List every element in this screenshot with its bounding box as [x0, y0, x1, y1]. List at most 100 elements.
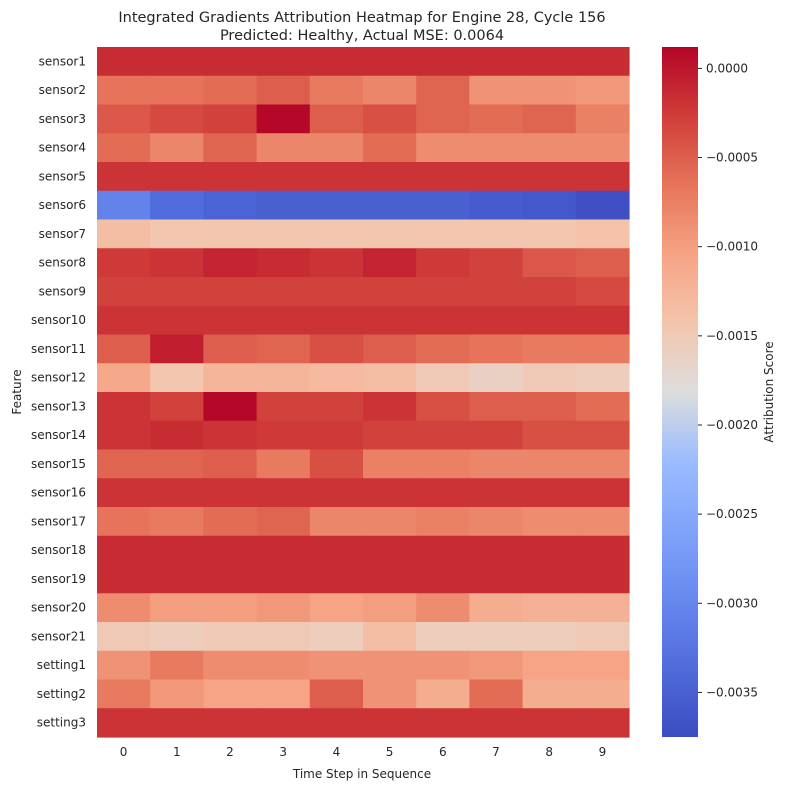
heatmap-cell	[469, 679, 524, 709]
heatmap-cells	[97, 47, 630, 738]
heatmap-cell	[97, 679, 151, 709]
heatmap-cell	[97, 449, 151, 479]
heatmap-cell	[150, 162, 204, 192]
heatmap-cell	[97, 650, 151, 681]
heatmap-cell	[256, 75, 311, 106]
heatmap-cell	[309, 535, 364, 566]
heatmap-cell	[575, 305, 630, 336]
y-tick-label: sensor5	[39, 169, 86, 183]
heatmap-cell	[150, 133, 204, 163]
heatmap-cell	[309, 277, 364, 307]
heatmap-cell	[469, 564, 524, 594]
heatmap-cell	[97, 334, 151, 364]
heatmap-cell	[150, 219, 204, 249]
heatmap-cell	[256, 363, 311, 393]
heatmap-cell	[575, 507, 630, 537]
heatmap-cell	[256, 104, 311, 134]
x-tick-label: 7	[492, 745, 500, 759]
x-tick-label: 1	[173, 745, 181, 759]
heatmap-cell	[416, 305, 470, 336]
heatmap-cell	[309, 593, 364, 623]
heatmap-cell	[469, 708, 524, 738]
heatmap-cell	[97, 133, 151, 163]
heatmap-cell	[309, 420, 364, 451]
y-tick-label: sensor4	[39, 141, 86, 155]
heatmap-cell	[256, 507, 311, 537]
heatmap-cell	[150, 593, 204, 623]
heatmap-cell	[469, 449, 524, 479]
heatmap-cell	[522, 162, 577, 192]
heatmap-cell	[150, 47, 204, 77]
heatmap-cell	[309, 305, 364, 336]
heatmap-cell	[203, 564, 258, 594]
heatmap-cell	[363, 650, 417, 681]
heatmap-cell	[575, 535, 630, 566]
x-tick-label: 8	[545, 745, 553, 759]
heatmap-cell	[363, 334, 417, 364]
x-tick-label: 0	[120, 745, 128, 759]
y-tick-label: sensor21	[31, 629, 86, 643]
heatmap-cell	[469, 478, 524, 508]
heatmap-cell	[363, 190, 417, 221]
y-tick-label: sensor18	[31, 543, 86, 557]
y-tick-label: sensor10	[31, 313, 86, 327]
heatmap-cell	[522, 47, 577, 77]
heatmap-cell	[203, 277, 258, 307]
heatmap-cell	[522, 708, 577, 738]
heatmap-cell	[522, 248, 577, 278]
heatmap-cell	[363, 75, 417, 106]
heatmap-cell	[522, 420, 577, 451]
heatmap-cell	[97, 420, 151, 451]
heatmap-cell	[575, 162, 630, 192]
heatmap-cell	[575, 449, 630, 479]
x-tick-labels: 0 1 2 3 4 5 6 7 8 9	[120, 745, 606, 759]
heatmap-cell	[469, 535, 524, 566]
x-tick-label: 5	[386, 745, 394, 759]
heatmap-cell	[309, 75, 364, 106]
heatmap-cell	[469, 334, 524, 364]
heatmap-cell	[309, 190, 364, 221]
y-tick-label: sensor15	[31, 457, 86, 471]
heatmap-cell	[97, 248, 151, 278]
heatmap-cell	[416, 564, 470, 594]
heatmap-cell	[575, 277, 630, 307]
heatmap-cell	[150, 622, 204, 652]
heatmap-cell	[522, 277, 577, 307]
heatmap-cell	[203, 47, 258, 77]
heatmap-cell	[469, 507, 524, 537]
heatmap-cell	[469, 305, 524, 336]
heatmap-cell	[150, 679, 204, 709]
heatmap-cell	[97, 190, 151, 221]
heatmap-cell	[575, 133, 630, 163]
heatmap-cell	[575, 219, 630, 249]
y-tick-label: sensor1	[39, 54, 86, 68]
heatmap-cell	[97, 305, 151, 336]
heatmap-cell	[150, 277, 204, 307]
heatmap-cell	[469, 190, 524, 221]
heatmap-cell	[363, 679, 417, 709]
heatmap-cell	[416, 248, 470, 278]
heatmap-cell	[150, 478, 204, 508]
heatmap-cell	[97, 564, 151, 594]
heatmap-cell	[97, 104, 151, 134]
heatmap-cell	[522, 593, 577, 623]
heatmap-cell	[575, 564, 630, 594]
heatmap-cell	[256, 277, 311, 307]
heatmap-cell	[203, 248, 258, 278]
chart-title: Integrated Gradients Attribution Heatmap…	[118, 10, 605, 26]
heatmap-cell	[97, 708, 151, 738]
y-tick-label: sensor11	[31, 342, 86, 356]
heatmap-cell	[416, 334, 470, 364]
heatmap-cell	[203, 104, 258, 134]
x-tick-label: 9	[599, 745, 607, 759]
heatmap-cell	[97, 219, 151, 249]
y-tick-label: sensor2	[39, 83, 86, 97]
heatmap-cell	[416, 133, 470, 163]
heatmap-cell	[469, 47, 524, 77]
heatmap-cell	[203, 420, 258, 451]
heatmap-cell	[363, 133, 417, 163]
heatmap-cell	[150, 248, 204, 278]
heatmap-cell	[363, 162, 417, 192]
heatmap-cell	[522, 535, 577, 566]
heatmap-cell	[150, 449, 204, 479]
